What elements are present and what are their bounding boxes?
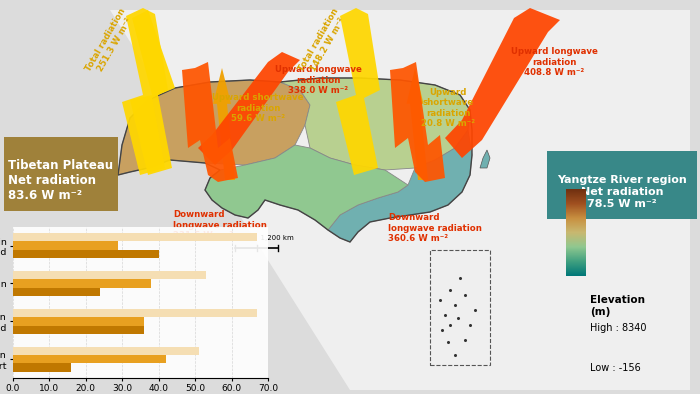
FancyBboxPatch shape	[4, 137, 118, 211]
Text: Upward
shortwave
radiation
20.8 W m⁻²: Upward shortwave radiation 20.8 W m⁻²	[421, 88, 475, 128]
Polygon shape	[480, 150, 490, 168]
Bar	[13, 279, 151, 288]
Bar	[13, 355, 166, 363]
Polygon shape	[110, 10, 690, 390]
Polygon shape	[122, 8, 168, 175]
Text: Total radiation
148.2 W m⁻²: Total radiation 148.2 W m⁻²	[297, 6, 349, 78]
Bar	[13, 271, 206, 279]
Bar	[13, 242, 118, 250]
Bar	[13, 317, 144, 325]
Bar	[430, 250, 490, 365]
Text: Total radiation
251.3 W m⁻²: Total radiation 251.3 W m⁻²	[84, 6, 136, 78]
Bar	[13, 347, 199, 355]
Polygon shape	[336, 8, 380, 175]
Text: Yangtze River region
Net radiation
78.5 W m⁻²: Yangtze River region Net radiation 78.5 …	[557, 175, 687, 208]
Polygon shape	[130, 10, 175, 175]
Polygon shape	[213, 68, 235, 180]
Text: 0      600    1,200 km: 0 600 1,200 km	[220, 235, 294, 241]
Polygon shape	[118, 80, 310, 175]
Text: Upward shortwave
radiation
59.6 W m⁻²: Upward shortwave radiation 59.6 W m⁻²	[212, 93, 304, 123]
Bar	[13, 233, 257, 242]
Polygon shape	[407, 68, 428, 180]
Text: Downward
longwave radiation
231.5 W m⁻²: Downward longwave radiation 231.5 W m⁻²	[173, 210, 267, 240]
Bar	[13, 309, 257, 317]
FancyBboxPatch shape	[547, 151, 697, 219]
Bar	[13, 325, 144, 334]
Polygon shape	[328, 130, 472, 242]
Text: Upward longwave
radiation
338.0 W m⁻²: Upward longwave radiation 338.0 W m⁻²	[274, 65, 361, 95]
Text: Downward
longwave radiation
360.6 W m⁻²: Downward longwave radiation 360.6 W m⁻²	[388, 213, 482, 243]
Text: Upward longwave
radiation
408.8 W m⁻²: Upward longwave radiation 408.8 W m⁻²	[510, 47, 597, 77]
Text: Elevation
(m): Elevation (m)	[590, 295, 645, 317]
Polygon shape	[205, 145, 408, 230]
Polygon shape	[445, 8, 560, 158]
Text: High : 8340: High : 8340	[590, 323, 647, 333]
Polygon shape	[198, 52, 300, 165]
Polygon shape	[390, 62, 445, 182]
Bar	[13, 288, 100, 296]
Text: Low : -156: Low : -156	[590, 363, 641, 373]
Bar	[13, 250, 159, 258]
Bar	[13, 363, 71, 372]
Polygon shape	[182, 62, 238, 182]
Text: Tibetan Plateau
Net radiation
83.6 W m⁻²: Tibetan Plateau Net radiation 83.6 W m⁻²	[8, 158, 113, 201]
Polygon shape	[280, 78, 470, 170]
